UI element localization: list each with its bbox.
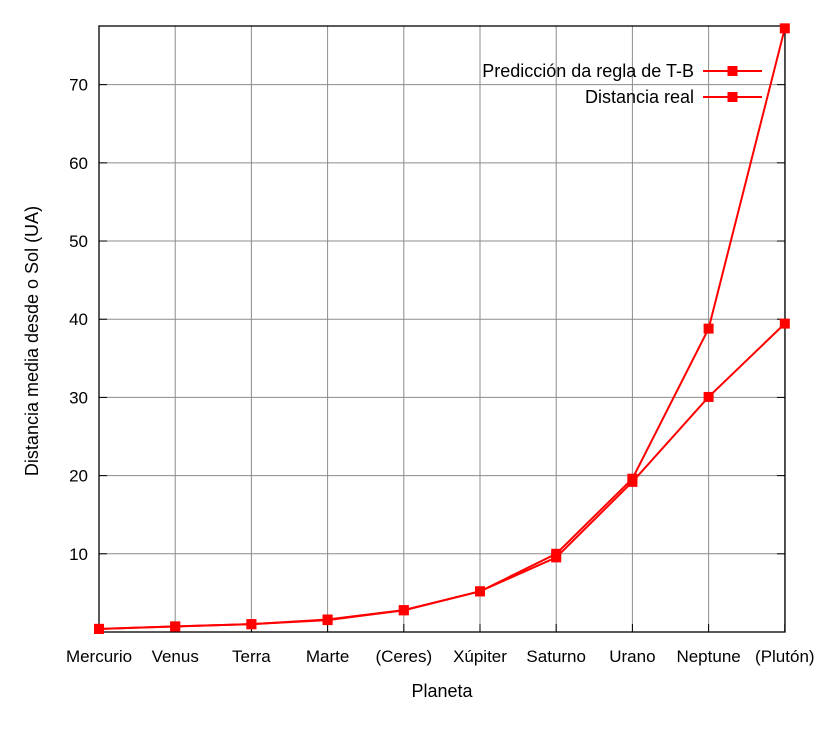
- y-tick-label: 50: [69, 232, 88, 251]
- data-point: [703, 323, 714, 334]
- series-lines: [94, 23, 790, 634]
- series-line: [98, 322, 786, 630]
- legend: Predicción da regla de T-B Distancia real: [482, 61, 762, 107]
- data-point: [398, 605, 409, 616]
- x-axis-title: Planeta: [411, 681, 473, 701]
- x-tick-label: Marte: [306, 647, 349, 666]
- series-line: [98, 28, 786, 630]
- legend-label: Predicción da regla de T-B: [482, 61, 694, 81]
- axis-ticks: Mercurio Venus Terra Marte (Ceres) Xúpiter Sat…: [66, 76, 815, 666]
- y-tick-label: 70: [69, 76, 88, 95]
- data-point: [779, 23, 790, 34]
- data-point: [779, 318, 790, 329]
- x-tick-label: (Ceres): [375, 647, 432, 666]
- data-point: [703, 391, 714, 402]
- x-tick-label: Xúpiter: [453, 647, 507, 666]
- plot-frame: [98, 25, 786, 633]
- x-tick-label: Mercurio: [66, 647, 132, 666]
- x-tick-label: (Plutón): [755, 647, 815, 666]
- legend-label: Distancia real: [585, 87, 694, 107]
- x-tick-label: Terra: [232, 647, 271, 666]
- legend-marker: [727, 66, 738, 76]
- x-tick-label: Urano: [609, 647, 655, 666]
- data-point: [322, 615, 333, 626]
- y-tick-label: 60: [69, 154, 88, 173]
- data-point: [170, 621, 181, 632]
- x-tick-label: Saturno: [526, 647, 586, 666]
- legend-marker: [727, 92, 738, 102]
- y-axis-title: Distancia media desde o Sol (UA): [22, 206, 42, 476]
- data-point: [246, 619, 257, 630]
- x-tick-label: Venus: [152, 647, 199, 666]
- y-tick-label: 20: [69, 467, 88, 486]
- data-point: [627, 476, 638, 487]
- x-tick-label: Neptune: [676, 647, 740, 666]
- y-tick-label: 30: [69, 388, 88, 407]
- series-1: [94, 23, 790, 634]
- data-point: [551, 552, 562, 563]
- data-point: [94, 623, 104, 634]
- series-2: [94, 318, 790, 634]
- y-tick-label: 10: [69, 545, 88, 564]
- data-point: [475, 586, 485, 597]
- y-tick-label: 40: [69, 310, 88, 329]
- grid-lines: [98, 26, 786, 632]
